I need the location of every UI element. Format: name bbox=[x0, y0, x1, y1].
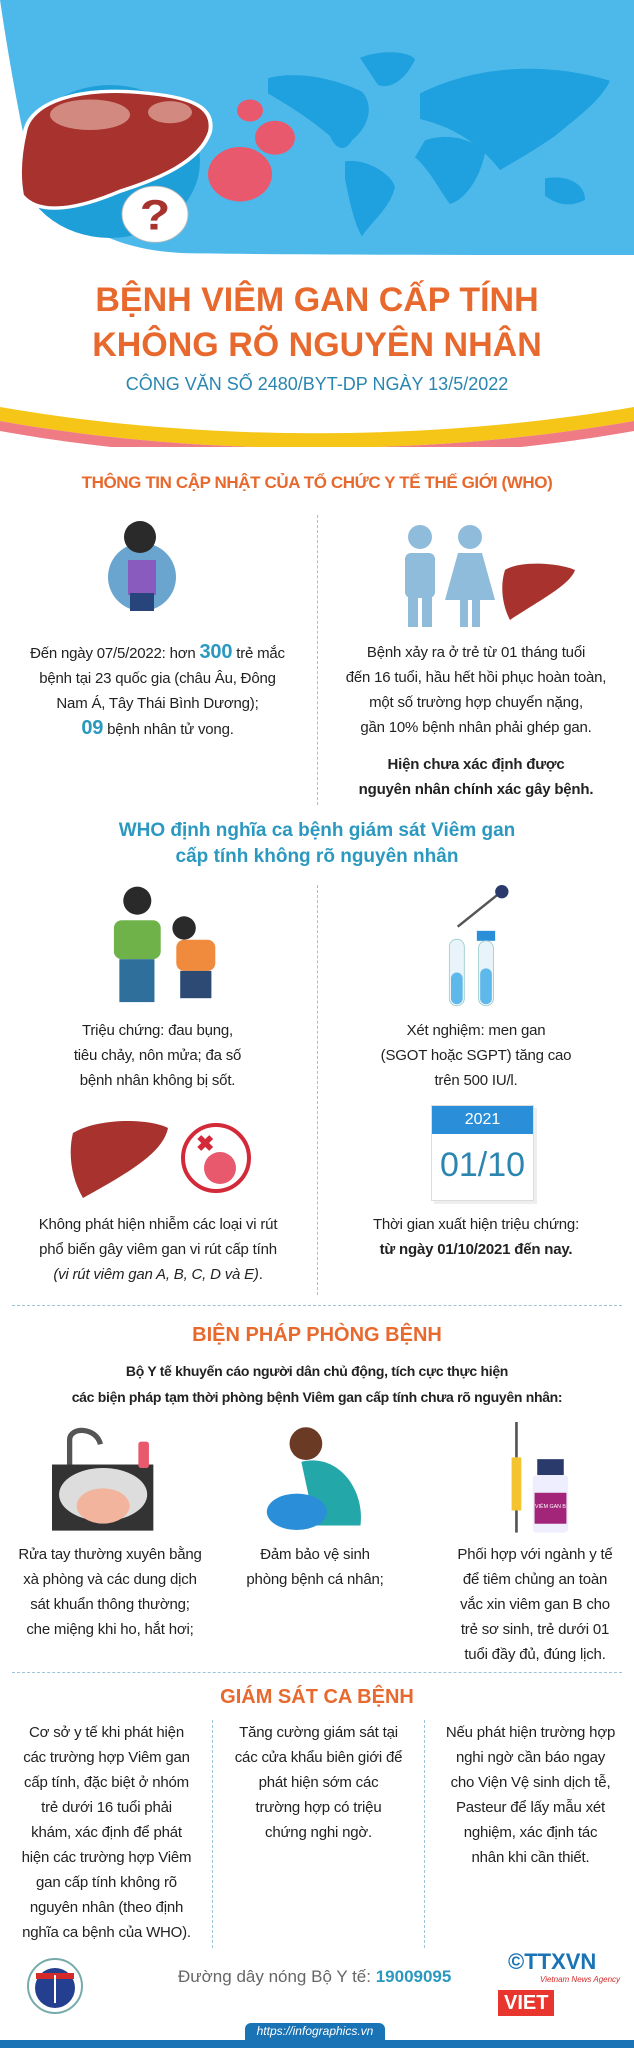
cross-icon: ✖ bbox=[196, 1131, 214, 1156]
header-banner: ? bbox=[0, 0, 634, 255]
liver-virus-negative-icon: ✖ bbox=[70, 1121, 251, 1198]
svg-text:VIÊM GAN B: VIÊM GAN B bbox=[535, 1502, 566, 1510]
face-wash-icon bbox=[266, 1427, 361, 1530]
onset-text: Thời gian xuất hiện triệu chứng: từ ngày … bbox=[372, 1216, 580, 1258]
surveillance-column-2: Tăng cường giám sát tại các cửa khẩu biên… bbox=[234, 1724, 403, 1841]
test-text: Xét nghiệm: men gan (SGOT hoặc SGPT) tăng… bbox=[380, 1022, 572, 1089]
calendar-year: 2021 bbox=[432, 1106, 533, 1134]
children-and-liver-icon bbox=[405, 525, 575, 627]
ttxvn-logo: ©TTXVN bbox=[508, 1949, 597, 1974]
who-update-left-text: Đến ngày 07/5/2022: hơn 300 trẻ mắc bệnh… bbox=[30, 641, 285, 739]
calendar-icon: 2021 01/10 bbox=[431, 1105, 534, 1201]
page-title: BỆNH VIÊM GAN CẤP TÍNH KHÔNG RÕ NGUYÊN N… bbox=[92, 281, 542, 364]
who-update-right-text: Bệnh xảy ra ở trẻ từ 01 tháng tuổi đến 1… bbox=[345, 644, 607, 736]
website-link[interactable]: https://infographics.vn bbox=[245, 2023, 385, 2040]
surveillance-column-1: Cơ sở y tế khi phát hiện các trường hợp V… bbox=[21, 1724, 192, 1941]
prevention-intro: Bộ Y tế khuyến cáo người dân chủ động, t… bbox=[71, 1363, 563, 1405]
prevention-item-hygiene: Đảm bảo vệ sinh phòng bệnh cá nhân; bbox=[246, 1546, 384, 1588]
page-subtitle: CÔNG VĂN SỐ 2480/BYT-DP NGÀY 13/5/2022 bbox=[125, 374, 509, 394]
sick-child-icon bbox=[108, 521, 176, 611]
ttxvn-subtitle: Vietnam News Agency bbox=[540, 1975, 621, 1984]
vaccine-icon: VIÊM GAN B bbox=[511, 1422, 569, 1533]
section-heading-surveillance: GIÁM SÁT CA BỆNH bbox=[220, 1686, 414, 1708]
vietviet-logo: VIET bbox=[498, 1990, 555, 2016]
prevention-item-vaccine: Phối hợp với ngành y tế để tiêm chủng an … bbox=[457, 1546, 613, 1663]
footer-bar bbox=[0, 2040, 634, 2048]
section-heading-prevention: BIỆN PHÁP PHÒNG BỆNH bbox=[192, 1324, 442, 1346]
calendar-date: 01/10 bbox=[439, 1146, 526, 1184]
world-map-icon bbox=[268, 52, 610, 237]
surveillance-column-3: Nếu phát hiện trường hợp nghi ngờ cần báo… bbox=[445, 1724, 616, 1866]
test-tube-icon bbox=[448, 885, 509, 1007]
handwash-icon bbox=[52, 1427, 154, 1531]
decorative-wave bbox=[0, 407, 634, 447]
symptoms-text: Triệu chứng: đau bụng, tiêu chảy, nôn mửa… bbox=[73, 1022, 242, 1089]
virus-icon bbox=[208, 99, 295, 202]
ministry-of-health-logo bbox=[27, 1958, 83, 2014]
liver-icon bbox=[17, 89, 213, 210]
prevention-item-handwash: Rửa tay thường xuyên bằng xà phòng và các… bbox=[18, 1546, 202, 1638]
section-heading-definition: WHO định nghĩa ca bệnh giám sát Viêm gan… bbox=[118, 820, 516, 867]
who-update-cause-unknown: Hiện chưa xác định được nguyên nhân chín… bbox=[358, 756, 594, 798]
virus-text: Không phát hiện nhiễm các loại vi rút phổ… bbox=[38, 1216, 278, 1283]
question-mark-icon: ? bbox=[140, 191, 171, 239]
hotline: Đường dây nóng Bộ Y tế: 19009095 bbox=[178, 1967, 452, 1986]
section-heading-who-update: THÔNG TIN CẬP NHẬT CỦA TỔ CHỨC Y TẾ THẾ … bbox=[81, 473, 553, 492]
hotline-number[interactable]: 19009095 bbox=[375, 1967, 452, 1986]
children-vomiting-icon bbox=[113, 886, 216, 1003]
